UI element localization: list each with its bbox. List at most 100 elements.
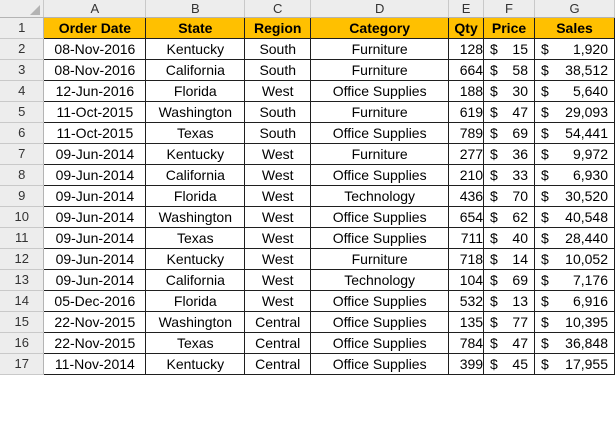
cell-price[interactable]: $77 — [483, 310, 535, 333]
cell-sales[interactable]: $40,548 — [534, 205, 615, 228]
header-cell-region[interactable]: Region — [244, 16, 312, 39]
column-header-a[interactable]: A — [43, 0, 147, 18]
cell-sales[interactable]: $30,520 — [534, 184, 615, 207]
cell-order-date[interactable]: 11-Oct-2015 — [43, 100, 147, 123]
cell-sales[interactable]: $38,512 — [534, 58, 615, 81]
column-header-d[interactable]: D — [310, 0, 450, 18]
cell-state[interactable]: Texas — [145, 331, 246, 354]
row-number[interactable]: 10 — [0, 206, 45, 228]
cell-price[interactable]: $70 — [483, 184, 535, 207]
cell-region[interactable]: West — [244, 205, 312, 228]
cell-category[interactable]: Office Supplies — [310, 226, 450, 249]
cell-category[interactable]: Furniture — [310, 37, 450, 60]
cell-price[interactable]: $15 — [483, 37, 535, 60]
cell-sales[interactable]: $1,920 — [534, 37, 615, 60]
row-number[interactable]: 9 — [0, 185, 45, 207]
cell-price[interactable]: $69 — [483, 268, 535, 291]
cell-sales[interactable]: $5,640 — [534, 79, 615, 102]
column-header-e[interactable]: E — [448, 0, 485, 18]
cell-category[interactable]: Technology — [310, 268, 450, 291]
cell-state[interactable]: Kentucky — [145, 142, 246, 165]
header-cell-state[interactable]: State — [145, 16, 246, 39]
cell-sales[interactable]: $7,176 — [534, 268, 615, 291]
cell-category[interactable]: Office Supplies — [310, 79, 450, 102]
cell-price[interactable]: $36 — [483, 142, 535, 165]
header-cell-price[interactable]: Price — [483, 16, 535, 39]
cell-sales[interactable]: $54,441 — [534, 121, 615, 144]
row-number[interactable]: 12 — [0, 248, 45, 270]
cell-category[interactable]: Office Supplies — [310, 310, 450, 333]
cell-category[interactable]: Office Supplies — [310, 331, 450, 354]
row-number[interactable]: 3 — [0, 59, 45, 81]
cell-sales[interactable]: $6,916 — [534, 289, 615, 312]
cell-qty[interactable]: 619 — [448, 100, 485, 123]
cell-order-date[interactable]: 09-Jun-2014 — [43, 205, 147, 228]
cell-category[interactable]: Office Supplies — [310, 289, 450, 312]
row-number[interactable]: 2 — [0, 38, 45, 60]
cell-sales[interactable]: $10,395 — [534, 310, 615, 333]
row-number[interactable]: 1 — [0, 17, 45, 39]
cell-qty[interactable]: 188 — [448, 79, 485, 102]
cell-category[interactable]: Technology — [310, 184, 450, 207]
cell-qty[interactable]: 711 — [448, 226, 485, 249]
cell-qty[interactable]: 277 — [448, 142, 485, 165]
cell-region[interactable]: West — [244, 247, 312, 270]
cell-order-date[interactable]: 09-Jun-2014 — [43, 163, 147, 186]
cell-region[interactable]: West — [244, 268, 312, 291]
cell-category[interactable]: Office Supplies — [310, 163, 450, 186]
cell-category[interactable]: Furniture — [310, 142, 450, 165]
cell-order-date[interactable]: 09-Jun-2014 — [43, 268, 147, 291]
cell-region[interactable]: South — [244, 121, 312, 144]
cell-sales[interactable]: $17,955 — [534, 352, 615, 375]
header-cell-category[interactable]: Category — [310, 16, 450, 39]
cell-category[interactable]: Office Supplies — [310, 121, 450, 144]
row-number[interactable]: 6 — [0, 122, 45, 144]
cell-region[interactable]: West — [244, 184, 312, 207]
cell-price[interactable]: $45 — [483, 352, 535, 375]
cell-region[interactable]: West — [244, 226, 312, 249]
cell-order-date[interactable]: 09-Jun-2014 — [43, 142, 147, 165]
column-header-f[interactable]: F — [483, 0, 535, 18]
cell-state[interactable]: California — [145, 58, 246, 81]
cell-region[interactable]: Central — [244, 310, 312, 333]
cell-price[interactable]: $33 — [483, 163, 535, 186]
cell-state[interactable]: Texas — [145, 121, 246, 144]
cell-state[interactable]: Kentucky — [145, 37, 246, 60]
cell-region[interactable]: West — [244, 289, 312, 312]
cell-region[interactable]: Central — [244, 331, 312, 354]
cell-state[interactable]: Florida — [145, 184, 246, 207]
cell-qty[interactable]: 789 — [448, 121, 485, 144]
row-number[interactable]: 7 — [0, 143, 45, 165]
cell-region[interactable]: West — [244, 142, 312, 165]
cell-qty[interactable]: 718 — [448, 247, 485, 270]
cell-region[interactable]: West — [244, 163, 312, 186]
header-cell-order-date[interactable]: Order Date — [43, 16, 147, 39]
cell-state[interactable]: California — [145, 268, 246, 291]
row-number[interactable]: 14 — [0, 290, 45, 312]
cell-price[interactable]: $62 — [483, 205, 535, 228]
cell-category[interactable]: Office Supplies — [310, 205, 450, 228]
cell-qty[interactable]: 399 — [448, 352, 485, 375]
cell-order-date[interactable]: 11-Nov-2014 — [43, 352, 147, 375]
cell-qty[interactable]: 532 — [448, 289, 485, 312]
cell-qty[interactable]: 436 — [448, 184, 485, 207]
cell-qty[interactable]: 210 — [448, 163, 485, 186]
cell-state[interactable]: Florida — [145, 79, 246, 102]
cell-order-date[interactable]: 12-Jun-2016 — [43, 79, 147, 102]
cell-order-date[interactable]: 05-Dec-2016 — [43, 289, 147, 312]
cell-order-date[interactable]: 22-Nov-2015 — [43, 310, 147, 333]
cell-order-date[interactable]: 08-Nov-2016 — [43, 58, 147, 81]
cell-sales[interactable]: $28,440 — [534, 226, 615, 249]
cell-state[interactable]: Washington — [145, 100, 246, 123]
row-number[interactable]: 8 — [0, 164, 45, 186]
cell-region[interactable]: South — [244, 37, 312, 60]
cell-category[interactable]: Office Supplies — [310, 352, 450, 375]
header-cell-qty[interactable]: Qty — [448, 16, 485, 39]
row-number[interactable]: 17 — [0, 353, 45, 375]
cell-price[interactable]: $69 — [483, 121, 535, 144]
cell-qty[interactable]: 104 — [448, 268, 485, 291]
cell-state[interactable]: Florida — [145, 289, 246, 312]
row-number[interactable]: 11 — [0, 227, 45, 249]
cell-qty[interactable]: 664 — [448, 58, 485, 81]
cell-category[interactable]: Furniture — [310, 100, 450, 123]
